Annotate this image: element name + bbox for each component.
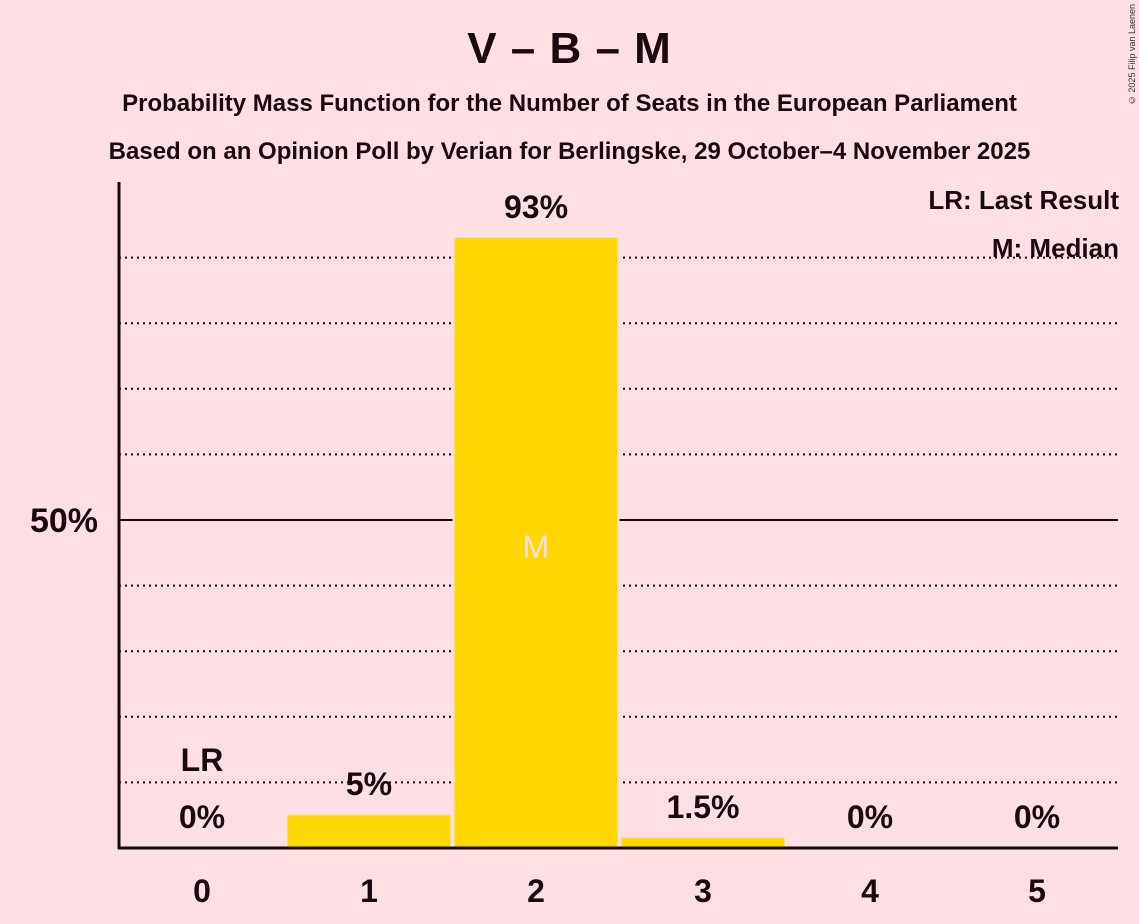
value-label: 0% bbox=[179, 799, 225, 835]
value-label: 1.5% bbox=[667, 789, 740, 825]
y-tick-label: 50% bbox=[30, 502, 98, 540]
x-tick-label: 1 bbox=[360, 873, 378, 909]
x-tick-label: 0 bbox=[193, 873, 211, 909]
bar-2 bbox=[454, 237, 618, 849]
x-tick-label: 5 bbox=[1028, 873, 1046, 909]
chart-subtitle: Probability Mass Function for the Number… bbox=[122, 90, 1017, 117]
last-result-marker: LR bbox=[181, 742, 224, 778]
value-label: 93% bbox=[504, 189, 568, 225]
value-label: 5% bbox=[346, 766, 392, 802]
x-tick-label: 2 bbox=[527, 873, 545, 909]
chart-title: V – B – M bbox=[467, 24, 672, 73]
value-label: 0% bbox=[1014, 799, 1060, 835]
legend-last-result: LR: Last Result bbox=[928, 185, 1119, 215]
bar-3 bbox=[621, 838, 785, 848]
value-label: 0% bbox=[847, 799, 893, 835]
x-tick-label: 3 bbox=[694, 873, 712, 909]
chart-source: Based on an Opinion Poll by Verian for B… bbox=[108, 138, 1031, 165]
x-tick-label: 4 bbox=[861, 873, 879, 909]
median-marker: M bbox=[523, 529, 550, 565]
legend-median: M: Median bbox=[991, 233, 1119, 263]
bar-1 bbox=[287, 815, 451, 848]
